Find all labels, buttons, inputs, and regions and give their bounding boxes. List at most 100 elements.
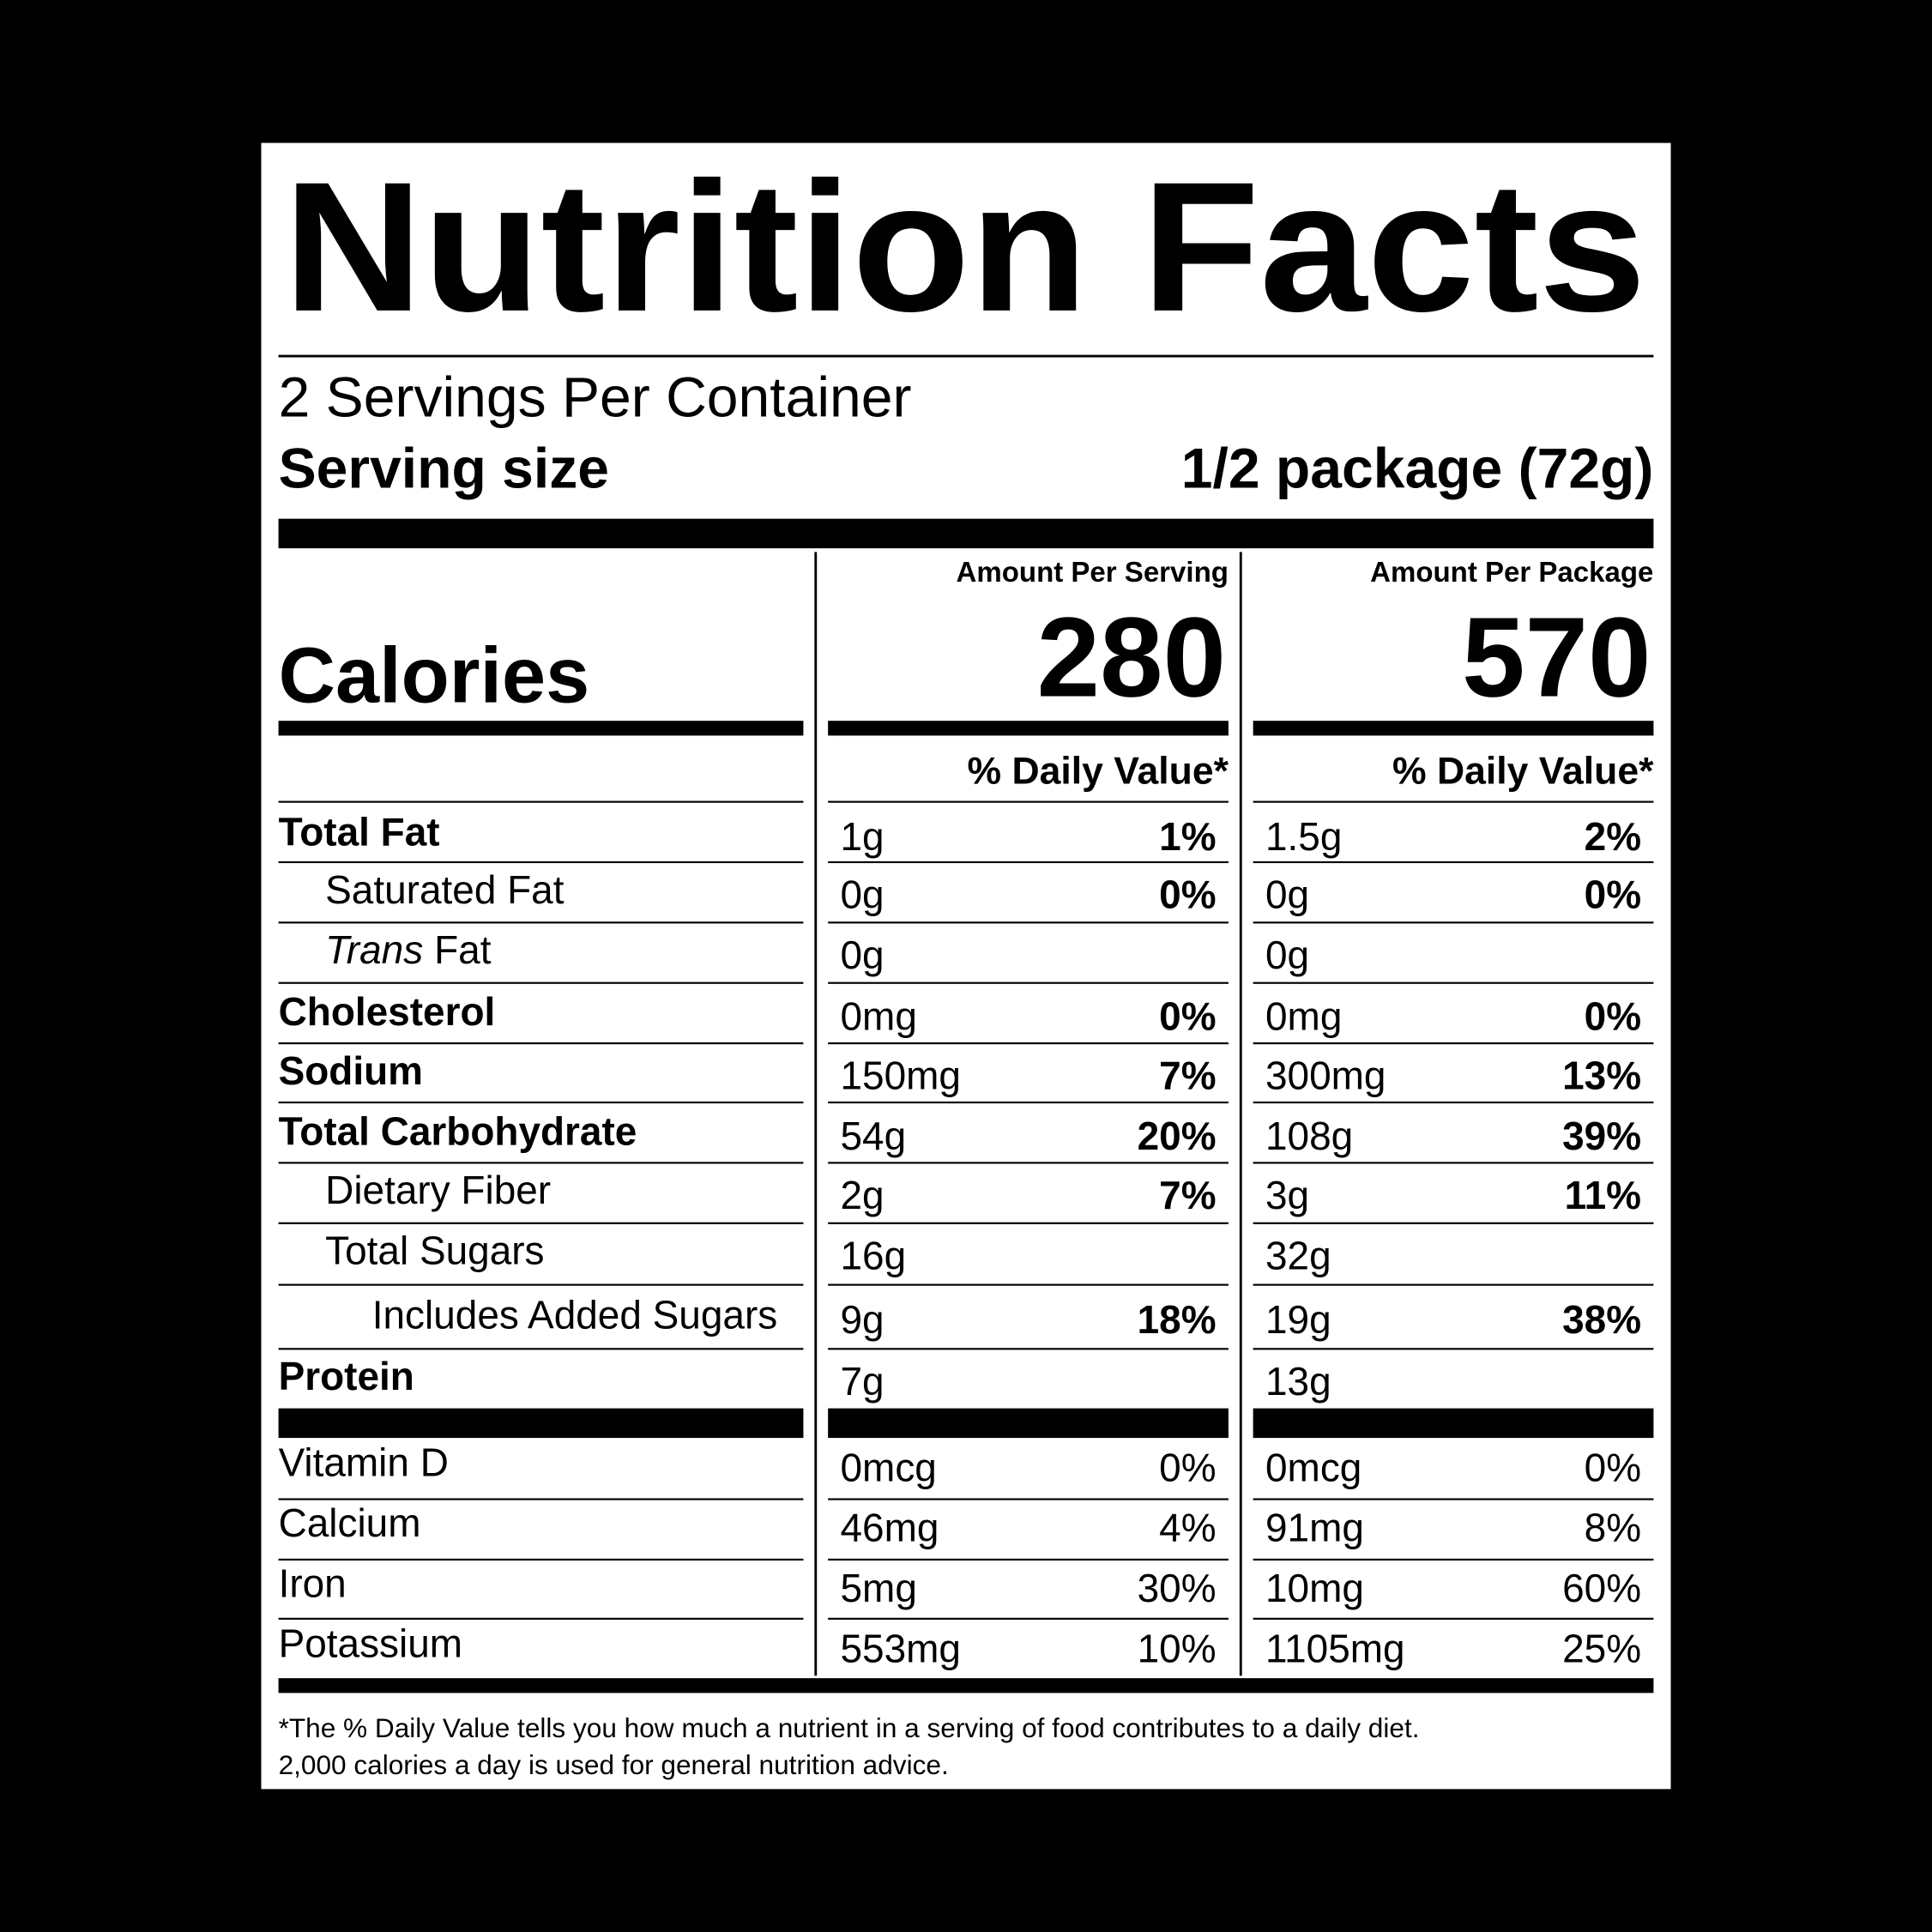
serving-size: 1/2 package (72g) <box>1181 437 1654 500</box>
rule <box>1253 921 1654 924</box>
daily-value: 8% <box>1585 1506 1641 1550</box>
panel <box>261 142 1671 1790</box>
rule <box>278 921 804 924</box>
amount: 5mg <box>841 1566 917 1610</box>
rule <box>278 1042 804 1045</box>
daily-value: 0% <box>1585 994 1641 1039</box>
amount: 0g <box>841 933 884 977</box>
daily-value: 0% <box>1159 1445 1216 1489</box>
rule <box>1253 1283 1654 1286</box>
rule <box>278 860 804 864</box>
rule <box>1253 1042 1654 1045</box>
calories-label: Calories <box>279 632 590 720</box>
amount: 46mg <box>841 1506 939 1550</box>
amount: 19g <box>1265 1297 1331 1342</box>
daily-value: 38% <box>1562 1297 1641 1342</box>
daily-value: 30% <box>1138 1566 1217 1610</box>
rule <box>828 1101 1229 1104</box>
amount: 0g <box>1265 872 1309 916</box>
rule <box>278 981 804 984</box>
daily-value: 7% <box>1159 1054 1216 1098</box>
nutrient-label: Total Sugars <box>325 1229 544 1273</box>
rule <box>1253 1558 1654 1561</box>
daily-value: 13% <box>1562 1054 1641 1098</box>
rule <box>278 1498 804 1500</box>
amount: 91mg <box>1265 1506 1364 1550</box>
rule <box>1253 800 1654 803</box>
rule <box>828 1042 1229 1045</box>
servings: 2 Servings Per Container <box>279 365 912 428</box>
vitamin-label: Potassium <box>279 1621 462 1666</box>
dv-heading: % Daily Value* <box>1392 750 1654 792</box>
amount: 0g <box>1265 933 1309 977</box>
nutrient-label: Saturated Fat <box>325 867 565 912</box>
daily-value: 7% <box>1159 1173 1216 1217</box>
rule <box>278 1283 804 1286</box>
daily-value: 0% <box>1159 872 1216 916</box>
amount: 108g <box>1265 1114 1353 1158</box>
amount: 32g <box>1265 1233 1331 1277</box>
daily-value: 25% <box>1562 1626 1641 1670</box>
rule <box>828 1558 1229 1561</box>
amount: 7g <box>841 1359 884 1404</box>
amount: 0g <box>841 872 884 916</box>
daily-value: 0% <box>1585 872 1641 916</box>
calories-value: 570 <box>1462 594 1651 721</box>
daily-value: 0% <box>1159 994 1216 1039</box>
amount: 300mg <box>1265 1054 1386 1098</box>
rule <box>828 981 1229 984</box>
daily-value: 2% <box>1585 814 1641 859</box>
bar <box>1253 721 1654 736</box>
daily-value: 4% <box>1159 1506 1216 1550</box>
column-divider <box>814 552 818 1676</box>
rule <box>1253 1348 1654 1350</box>
amount: 150mg <box>841 1054 961 1098</box>
dv-heading: % Daily Value* <box>968 750 1229 792</box>
rule <box>828 1348 1229 1350</box>
rule <box>1253 1617 1654 1620</box>
rule <box>1253 1162 1654 1164</box>
amount: 0mcg <box>1265 1445 1361 1489</box>
bar <box>828 721 1229 736</box>
vitamin-label: Calcium <box>279 1500 421 1545</box>
column-heading: Amount Per Serving <box>957 556 1229 588</box>
calories-value: 280 <box>1037 594 1226 721</box>
rule <box>278 1222 804 1224</box>
nutrient-label: Includes Added Sugars <box>372 1292 777 1337</box>
nutrient-label: Dietary Fiber <box>325 1168 551 1212</box>
amount: 1.5g <box>1265 814 1342 859</box>
bar <box>828 1408 1229 1439</box>
rule <box>1253 860 1654 864</box>
rule <box>278 354 1654 358</box>
rule <box>1253 1101 1654 1104</box>
vitamin-label: Vitamin D <box>279 1440 449 1485</box>
rule <box>278 800 804 803</box>
daily-value: 1% <box>1159 814 1216 859</box>
amount: 9g <box>841 1297 884 1342</box>
bar <box>278 1408 804 1439</box>
amount: 0mg <box>841 994 917 1039</box>
rule <box>828 1498 1229 1500</box>
amount: 10mg <box>1265 1566 1364 1610</box>
rule <box>828 921 1229 924</box>
footnote: *The % Daily Value tells you how much a … <box>279 1712 1420 1743</box>
amount: 1g <box>841 814 884 859</box>
bar <box>1253 1408 1654 1439</box>
amount: 2g <box>841 1173 884 1217</box>
amount: 0mg <box>1265 994 1342 1039</box>
nutrient-label-text: Fat <box>434 927 492 972</box>
thick-bar <box>278 518 1654 549</box>
nutrient-label: Protein <box>279 1354 414 1398</box>
rule <box>828 1162 1229 1164</box>
daily-value: 0% <box>1585 1445 1641 1489</box>
rule <box>1253 1498 1654 1500</box>
footnote: 2,000 calories a day is used for general… <box>279 1749 949 1780</box>
daily-value: 11% <box>1565 1173 1641 1217</box>
rule <box>1253 981 1654 984</box>
daily-value: 20% <box>1138 1114 1217 1158</box>
amount: 0mcg <box>841 1445 937 1489</box>
bar <box>278 721 804 736</box>
rule <box>278 1348 804 1350</box>
